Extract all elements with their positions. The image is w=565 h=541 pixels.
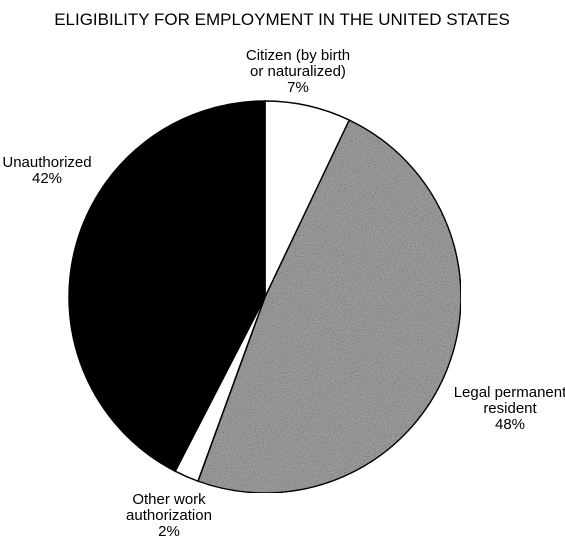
slice-label-line-3-0: Unauthorized: [2, 154, 91, 171]
slice-label-2: Other work authorization 2%: [126, 491, 212, 540]
pie-labels: Citizen (by birth or naturalized) 7% Legal …: [2, 47, 565, 540]
slice-label-line-0-1: or naturalized): [250, 63, 346, 80]
slice-value-3: 42%: [32, 170, 62, 187]
slice-value-0: 7%: [287, 79, 309, 96]
slice-label-line-1-1: resident: [483, 400, 537, 417]
slice-label-0: Citizen (by birth or naturalized) 7%: [246, 47, 350, 96]
slice-label-1: Legal permanent resident 48%: [454, 384, 565, 433]
slice-value-1: 48%: [495, 416, 525, 433]
slice-label-line-1-0: Legal permanent: [454, 384, 565, 401]
pie-slice-3: [68, 100, 266, 473]
chart-title: ELIGIBILITY FOR EMPLOYMENT IN THE UNITED…: [54, 10, 510, 29]
slice-label-3: Unauthorized 42%: [2, 154, 91, 187]
slice-value-2: 2%: [158, 523, 180, 540]
pie-slices: [68, 100, 462, 494]
pie-slice-1: [196, 119, 462, 494]
slice-label-line-2-0: Other work: [132, 491, 206, 508]
slice-label-line-2-1: authorization: [126, 507, 212, 524]
slice-label-line-0-0: Citizen (by birth: [246, 47, 350, 64]
